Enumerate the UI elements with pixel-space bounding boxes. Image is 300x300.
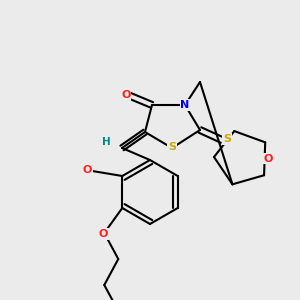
Text: S: S — [223, 134, 231, 144]
Text: O: O — [99, 229, 108, 239]
Text: O: O — [121, 90, 131, 100]
Text: N: N — [180, 100, 190, 110]
Text: O: O — [264, 154, 273, 164]
Text: S: S — [168, 142, 176, 152]
Text: O: O — [82, 165, 92, 175]
Text: H: H — [102, 137, 110, 147]
